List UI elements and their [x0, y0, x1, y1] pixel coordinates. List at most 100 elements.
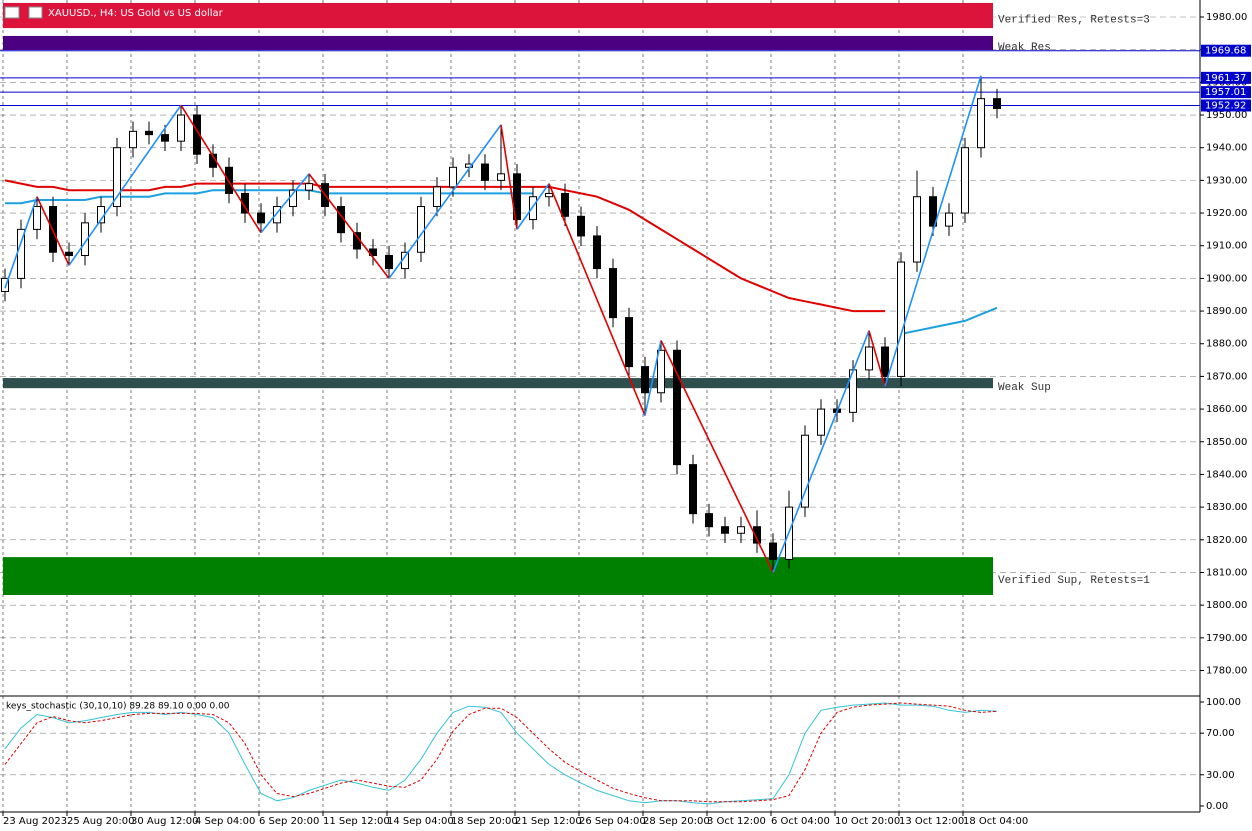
chart-title: XAUUSD., H4: US Gold vs US dollar [48, 8, 224, 19]
x-tick-label: 10 Oct 20:00 [835, 816, 900, 827]
icon-symbol[interactable] [28, 6, 43, 19]
candle-body [33, 206, 41, 230]
moving-average [4, 179, 885, 313]
x-tick-label: 18 Sep 20:00 [451, 816, 518, 827]
y-tick-label: 1850.00 [1206, 437, 1247, 448]
candle-body [737, 526, 745, 534]
x-tick-label: 14 Sep 04:00 [387, 816, 454, 827]
x-tick-label: 6 Sep 20:00 [259, 816, 319, 827]
candle-body [689, 464, 697, 515]
candle-body [129, 130, 137, 149]
candle-body [1, 277, 9, 292]
candle-body [865, 346, 873, 371]
candle-body [913, 196, 921, 263]
x-tick-label: 23 Aug 2023 [3, 816, 67, 827]
zigzag-segment [868, 330, 886, 387]
y-tick-label: 1860.00 [1206, 404, 1247, 415]
y-tick-label: 1930.00 [1206, 175, 1247, 186]
x-tick-label: 11 Sep 12:00 [323, 816, 390, 827]
y-tick-label: 1920.00 [1206, 208, 1247, 219]
y-tick-label: 1780.00 [1206, 665, 1247, 676]
y-tick-label: 1980.00 [1206, 12, 1247, 23]
candle-body [497, 173, 505, 181]
candle-body [705, 513, 713, 528]
candle-body [465, 163, 473, 168]
candle-body [961, 147, 969, 214]
level-label: 1957.01 [1205, 87, 1246, 98]
candle-body [721, 526, 729, 534]
zigzag-segment [36, 196, 70, 266]
y-tick-label: 1790.00 [1206, 633, 1247, 644]
level-label: 1952.92 [1205, 100, 1246, 111]
y-tick-label: 70.00 [1206, 728, 1235, 739]
zone-label: Verified Sup, Retests=1 [998, 575, 1150, 587]
candle-body [673, 349, 681, 466]
zigzag-segment [260, 173, 310, 234]
candle-body [753, 526, 761, 544]
indicator-label: keys_stochastic (30,10,10) 89.28 89.10 0… [6, 702, 230, 712]
zigzag-segment [388, 124, 502, 279]
candle-body [417, 206, 425, 253]
level-label: 1969.68 [1205, 46, 1246, 57]
x-tick-label: 3 Oct 12:00 [707, 816, 766, 827]
y-tick-label: 1830.00 [1206, 502, 1247, 513]
level-label-box [1201, 86, 1251, 99]
y-tick-label: 1870.00 [1206, 371, 1247, 382]
candle-body [65, 251, 73, 257]
candle-body [801, 434, 809, 508]
candle-body [769, 542, 777, 560]
candle-body [385, 255, 393, 270]
candle-body [817, 408, 825, 436]
candle-body [161, 134, 169, 142]
y-tick-label: 1890.00 [1206, 306, 1247, 317]
plot-layer [0, 50, 1200, 805]
y-tick-label: 1900.00 [1206, 273, 1247, 284]
y-tick-label: 1820.00 [1206, 535, 1247, 546]
level-label-box [1201, 99, 1251, 112]
candle-body [193, 114, 201, 155]
stochastic-line [4, 702, 998, 805]
zone [3, 35, 993, 50]
y-tick-label: 1840.00 [1206, 469, 1247, 480]
y-tick-label: 30.00 [1206, 770, 1235, 781]
candle-body [273, 206, 281, 224]
x-tick-label: 26 Sep 04:00 [579, 816, 646, 827]
zone-label: Weak Res [998, 42, 1051, 54]
candle-body [177, 114, 185, 142]
y-tick-label: 100.00 [1206, 697, 1241, 708]
candle-body [977, 98, 985, 149]
candle-body [145, 130, 153, 136]
zone [3, 378, 993, 389]
candle-body [257, 212, 265, 224]
candle-body [993, 98, 1001, 109]
candle-body [241, 192, 249, 214]
y-tick-label: 1950.00 [1206, 110, 1247, 121]
zone [3, 2, 993, 29]
x-tick-label: 6 Oct 04:00 [771, 816, 830, 827]
candle-body [881, 346, 889, 377]
candle-body [641, 366, 649, 394]
y-tick-label: 0.00 [1206, 801, 1228, 812]
candle-body [305, 183, 313, 191]
candle-body [945, 212, 953, 227]
zigzag-segment [644, 340, 662, 416]
candle-body [81, 222, 89, 257]
zigzag-segment [68, 104, 182, 266]
y-tick-label: 1800.00 [1206, 600, 1247, 611]
zigzag-segment [308, 173, 390, 279]
level-label: 1961.37 [1205, 73, 1246, 84]
zone-label: Verified Res, Retests=3 [998, 14, 1150, 26]
candle-body [657, 349, 665, 394]
candle-body [625, 317, 633, 368]
x-tick-label: 21 Sep 12:00 [515, 816, 582, 827]
icon-menu[interactable] [4, 6, 20, 19]
zigzag-segment [516, 183, 550, 230]
x-tick-label: 4 Sep 04:00 [195, 816, 255, 827]
zigzag-segment [500, 124, 518, 230]
candle-body [545, 192, 553, 198]
zigzag-segment [772, 330, 870, 573]
x-tick-label: 25 Aug 20:00 [67, 816, 134, 827]
candle-body [433, 186, 441, 208]
